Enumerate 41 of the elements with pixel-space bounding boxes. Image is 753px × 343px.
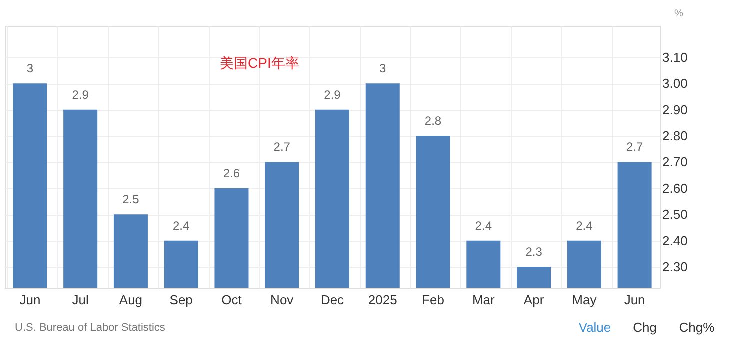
data-label: 2.9 [72, 88, 90, 102]
x-tick-label: Nov [270, 292, 294, 308]
x-tick-label: Jun [20, 292, 41, 308]
data-label: 2.6 [223, 166, 240, 180]
text: U.S. Bureau of Labor Statistics [15, 322, 166, 334]
x-tick-label: Feb [422, 292, 444, 308]
x-tick-label: 2025 [368, 292, 398, 308]
x-tick-label: Jul [72, 292, 89, 308]
text: Value [578, 320, 612, 335]
x-tick-label: Dec [320, 292, 345, 308]
text: Chg [633, 320, 657, 335]
data-label: 2.8 [424, 114, 442, 128]
y-tick-label: 2.60 [662, 180, 688, 196]
y-tick-label: 3.00 [662, 76, 688, 92]
data-label: 2.7 [626, 140, 644, 154]
data-label: 2.9 [324, 88, 342, 102]
x-tick-label: Jun [624, 292, 646, 308]
x-tick-label: Sep [170, 292, 193, 308]
y-tick-label: 2.40 [662, 233, 688, 248]
data-label: 2.3 [526, 245, 543, 260]
data-label: 2.7 [274, 140, 291, 154]
x-tick-label: Apr [524, 292, 545, 308]
data-label: 2.4 [576, 218, 594, 233]
y-tick-label: 3.10 [662, 50, 688, 65]
y-tick-label: 2.50 [662, 207, 688, 222]
data-label: 2.5 [122, 192, 140, 207]
text: Chg% [679, 320, 716, 335]
x-tick-label: Mar [472, 292, 496, 308]
data-label: 2.4 [173, 218, 190, 233]
x-tick-label: Oct [222, 292, 242, 308]
y-tick-label: 2.30 [662, 260, 688, 275]
x-tick-label: Aug [119, 292, 143, 308]
y-tick-label: 2.90 [662, 102, 688, 118]
data-label: 3 [380, 62, 387, 76]
text: 美国CPI年率 [220, 55, 300, 71]
x-tick-label: May [572, 292, 598, 308]
data-label: 2.4 [475, 218, 492, 233]
y-axis-title: % [674, 8, 684, 20]
y-tick-label: 2.80 [662, 128, 688, 144]
y-tick-label: 2.70 [662, 154, 688, 170]
data-label: 3 [26, 62, 34, 76]
